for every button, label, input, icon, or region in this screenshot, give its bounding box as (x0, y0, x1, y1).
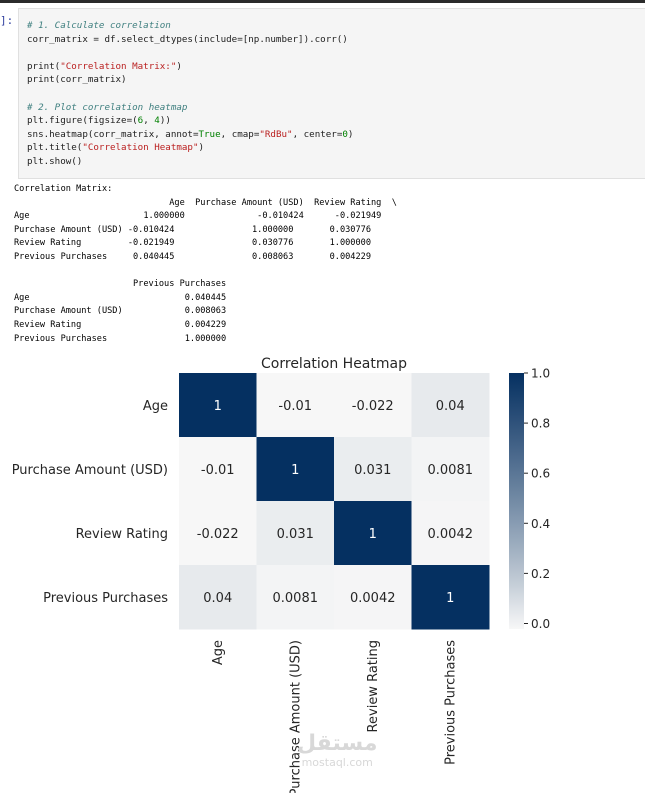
cell-annotation: 1 (369, 527, 377, 542)
heatmap-cell (179, 565, 257, 630)
cell-annotation: 0.0042 (428, 527, 474, 542)
cell-annotation: 0.04 (203, 591, 232, 606)
top-border (0, 0, 645, 3)
cell-annotation: 0.0081 (273, 591, 319, 606)
chart-title: Correlation Heatmap (261, 356, 407, 372)
column-label: Purchase Amount (USD) (288, 640, 303, 793)
code-line: ) (347, 128, 354, 140)
code-line: , cmap= (220, 128, 260, 140)
colorbar: 1.0 0.8 0.6 0.4 0.2 0.0 (509, 367, 550, 631)
code-line: corr_matrix = df.select_dtypes(include=[… (27, 33, 348, 45)
cell-annotation: 1 (291, 463, 299, 478)
heatmap-cell (256, 565, 335, 630)
heatmap-labels: Age Purchase Amount (USD) Review Rating Pre… (12, 399, 459, 793)
code-comment: # 2. Plot correlation heatmap (27, 101, 188, 113)
row-label: Review Rating (76, 527, 168, 542)
colorbar-tick-label: 1.0 (531, 367, 550, 381)
code-line: plt.figure(figsize=( (27, 115, 138, 127)
row-label: Previous Purchases (43, 591, 168, 606)
code-editor[interactable]: # 1. Calculate correlation corr_matrix =… (27, 19, 353, 169)
code-line: )) (159, 115, 171, 127)
watermark-latin: mostaql.com (301, 756, 373, 769)
cell-annotation: -0.022 (352, 399, 394, 414)
code-line: plt.title( (27, 142, 83, 154)
heatmap-cell (334, 501, 412, 566)
colorbar-tick-label: 0.8 (531, 417, 550, 431)
code-string: "Correlation Matrix:" (60, 60, 177, 72)
colorbar-gradient (509, 373, 524, 629)
code-keyword: True (198, 128, 221, 140)
heatmap-cell (411, 373, 490, 438)
cell-output-text: Correlation Matrix: Age Purchase Amount … (14, 184, 397, 344)
column-label: Previous Purchases (443, 640, 458, 765)
cell-annotation: 0.0081 (428, 463, 474, 478)
cell-annotation: -0.01 (278, 399, 312, 414)
code-line: print( (27, 60, 61, 72)
code-comment: # 1. Calculate correlation (27, 20, 171, 31)
heatmap-cell (411, 501, 490, 566)
heatmap-cell (334, 565, 412, 630)
heatmap-cell (411, 565, 490, 630)
code-line: , center= (292, 128, 343, 140)
colorbar-tick-label: 0.6 (531, 467, 550, 481)
heatmap-cell (179, 437, 257, 502)
heatmap-cell (411, 437, 490, 502)
cell-annotation: -0.01 (201, 463, 235, 478)
watermark: مستقل mostaql.com (297, 731, 378, 769)
row-label: Purchase Amount (USD) (12, 463, 168, 478)
column-label: Age (211, 640, 226, 665)
cell-annotation: 0.031 (277, 527, 314, 542)
code-line: , (143, 115, 155, 127)
code-line: ) (198, 142, 205, 154)
code-line: ) (176, 60, 182, 72)
cell-prompt: ]: (0, 14, 14, 27)
column-label: Review Rating (366, 640, 381, 732)
code-cell[interactable]: # 1. Calculate correlation corr_matrix =… (18, 8, 645, 179)
watermark-arabic: مستقل (297, 731, 378, 756)
heatmap-cell (334, 437, 412, 502)
heatmap-cell (179, 501, 257, 566)
code-line: sns.heatmap(corr_matrix, annot= (27, 128, 199, 140)
code-line: print(corr_matrix) (27, 74, 127, 86)
heatmap-cells: 1 -0.01 -0.022 0.04 -0.01 1 0.031 0.0081 -0.022 0… (179, 373, 490, 630)
code-string: "Correlation Heatmap" (82, 142, 199, 154)
cell-annotation: 0.031 (354, 463, 391, 478)
colorbar-tick-label: 0.2 (531, 567, 550, 581)
cell-annotation: 0.0042 (350, 591, 396, 606)
colorbar-tick-label: 0.0 (531, 617, 550, 631)
heatmap-cell (256, 373, 335, 438)
cell-annotation: 1 (446, 591, 454, 606)
cell-annotation: 1 (214, 399, 222, 414)
code-string: "RdBu" (259, 128, 293, 140)
row-label: Age (143, 399, 168, 414)
colorbar-tick-label: 0.4 (531, 517, 550, 531)
heatmap-cell (334, 373, 412, 438)
heatmap-cell (179, 373, 257, 438)
code-number: 6 (137, 115, 144, 127)
heatmap-cell (256, 501, 335, 566)
heatmap-cell (256, 437, 335, 502)
correlation-heatmap: Correlation Heatmap 1 -0.01 -0.022 0.04 -0.0… (12, 356, 550, 793)
code-line: plt.show() (27, 155, 83, 167)
code-number: 4 (154, 115, 160, 127)
code-number: 0 (342, 128, 348, 140)
cell-annotation: 0.04 (436, 399, 465, 414)
cell-annotation: -0.022 (197, 527, 239, 542)
